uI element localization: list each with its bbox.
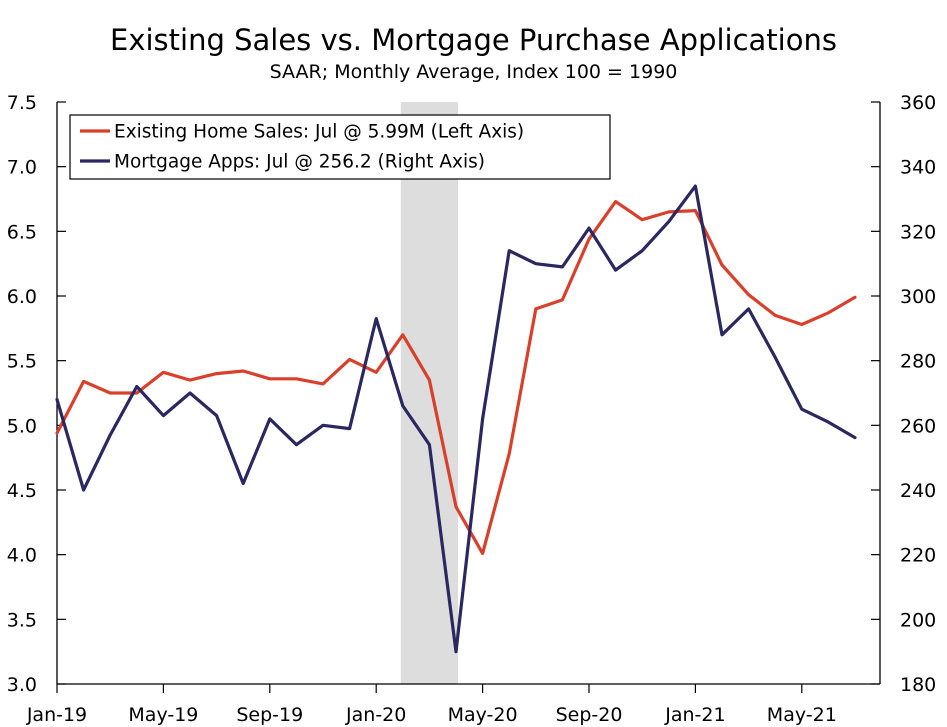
x-tick-label: Jan-21 xyxy=(664,704,725,726)
right-tick-label: 360 xyxy=(900,92,936,114)
left-tick-label: 3.0 xyxy=(7,674,37,696)
chart-title: Existing Sales vs. Mortgage Purchase App… xyxy=(110,23,837,57)
right-tick-label: 240 xyxy=(900,480,936,502)
right-tick-label: 300 xyxy=(900,286,936,308)
left-tick-label: 5.5 xyxy=(7,351,37,373)
left-tick-label: 4.0 xyxy=(7,545,37,567)
x-tick-label: Jan-20 xyxy=(345,704,406,726)
left-tick-label: 4.5 xyxy=(7,480,37,502)
right-tick-label: 280 xyxy=(900,351,936,373)
x-tick-label: Sep-19 xyxy=(236,704,303,726)
legend-box xyxy=(69,114,611,180)
legend-label-2: Mortgage Apps: Jul @ 256.2 (Right Axis) xyxy=(114,152,485,173)
right-tick-label: 200 xyxy=(900,609,936,631)
x-tick-label: May-20 xyxy=(448,704,518,726)
chart-subtitle: SAAR; Monthly Average, Index 100 = 1990 xyxy=(269,61,678,83)
left-tick-label: 5.0 xyxy=(7,415,37,437)
series-line-1 xyxy=(55,200,857,556)
x-tick-label: Sep-20 xyxy=(556,704,623,726)
left-tick-label: 6.5 xyxy=(7,221,37,243)
right-tick-label: 220 xyxy=(900,545,936,567)
legend-label-1: Existing Home Sales: Jul @ 5.99M (Left A… xyxy=(114,122,524,143)
left-tick-label: 3.5 xyxy=(7,609,37,631)
right-tick-label: 260 xyxy=(900,415,936,437)
left-tick-label: 7.5 xyxy=(7,92,37,114)
right-tick-label: 180 xyxy=(900,674,936,696)
right-tick-label: 340 xyxy=(900,157,936,179)
x-tick-label: May-19 xyxy=(128,704,198,726)
x-tick-label: Jan-19 xyxy=(26,704,87,726)
left-tick-label: 7.0 xyxy=(7,157,37,179)
left-tick-label: 6.0 xyxy=(7,286,37,308)
right-tick-label: 320 xyxy=(900,221,936,243)
x-tick-label: May-21 xyxy=(767,704,837,726)
